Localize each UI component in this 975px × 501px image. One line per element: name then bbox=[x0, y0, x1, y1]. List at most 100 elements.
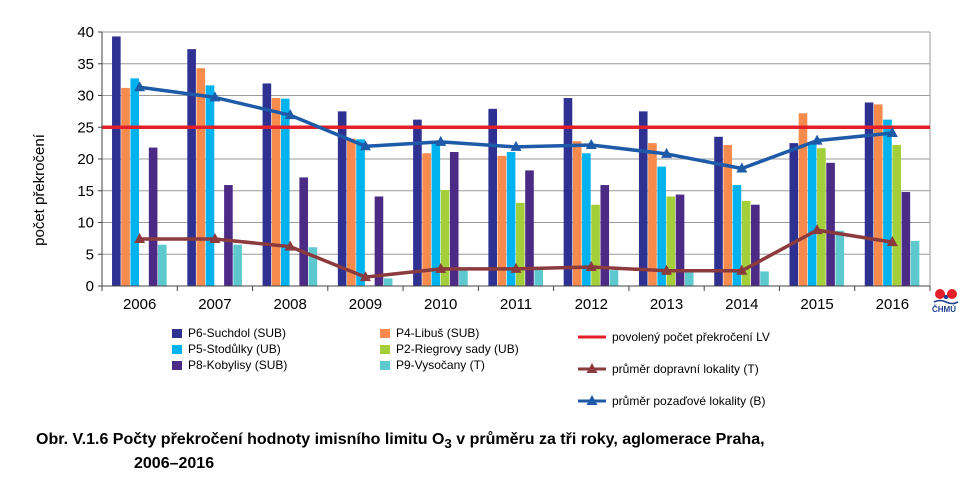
y-tick-label: 30 bbox=[77, 88, 94, 105]
bar-p9-vyso-any-t--2015 bbox=[835, 230, 845, 286]
bar-p8-kobylisy-sub--2015 bbox=[826, 162, 835, 286]
y-axis-label: počet překročení bbox=[31, 133, 48, 246]
legend-label: P8-Kobylisy (SUB) bbox=[188, 358, 288, 372]
marker-pr-m-r-dopravn-lokality-t--2010 bbox=[435, 262, 447, 273]
bar-p4-libu-sub--2011 bbox=[497, 155, 507, 286]
bar-p8-kobylisy-sub--2009 bbox=[374, 196, 384, 286]
bar-p8-kobylisy-sub--2013 bbox=[675, 194, 685, 286]
bar-p4-libu-sub--2013 bbox=[648, 143, 657, 286]
y-tick-label: 35 bbox=[77, 56, 94, 73]
legend-label: P6-Suchdol (SUB) bbox=[188, 326, 287, 340]
x-tick-label: 2014 bbox=[725, 296, 758, 313]
x-tick-label: 2016 bbox=[876, 296, 909, 313]
y-tick-label: 10 bbox=[77, 215, 94, 232]
bar-p6-suchdol-sub--2008 bbox=[262, 83, 272, 286]
marker-pr-m-r-dopravn-lokality-t--2009 bbox=[359, 271, 371, 282]
bar-p4-libu-sub--2012 bbox=[572, 141, 582, 286]
x-tick-label: 2013 bbox=[650, 296, 683, 313]
legend-label: průměr pozaďové lokality (B) bbox=[612, 394, 766, 408]
bar-p9-vyso-any-t--2016 bbox=[910, 240, 920, 286]
series-lines bbox=[102, 81, 930, 282]
bar-p6-suchdol-sub--2011 bbox=[488, 108, 497, 287]
marker-pr-m-r-dopravn-lokality-t--2008 bbox=[284, 240, 296, 251]
bar-p6-suchdol-sub--2014 bbox=[714, 136, 723, 286]
bar-p5-stod-lky-ub--2012 bbox=[582, 153, 591, 286]
bar-p5-stod-lky-ub--2011 bbox=[506, 152, 516, 286]
legend-label: P9-Vysočany (T) bbox=[396, 358, 485, 372]
legend-line-swatch bbox=[578, 363, 606, 373]
bar-p5-stod-lky-ub--2015 bbox=[807, 144, 817, 286]
bar-p4-libu-sub--2014 bbox=[723, 145, 733, 286]
marker-pr-m-r-dopravn-lokality-t--2015 bbox=[811, 224, 823, 235]
bar-p9-vyso-any-t--2007 bbox=[233, 244, 242, 286]
bar-p8-kobylisy-sub--2006 bbox=[148, 147, 158, 286]
bar-p4-libu-sub--2010 bbox=[422, 153, 431, 286]
chart: 0 5 10 15 20 25 30 35 40 2006 2007 2008 2009 2010 2011… bbox=[31, 24, 931, 313]
bar-p9-vyso-any-t--2014 bbox=[760, 271, 769, 286]
legend-swatch bbox=[380, 329, 390, 338]
marker-pr-m-r-poza-ov-lokality-b--2010 bbox=[435, 135, 447, 146]
bar-p6-suchdol-sub--2006 bbox=[112, 36, 121, 286]
x-tick-label: 2009 bbox=[349, 296, 382, 313]
legend-swatch bbox=[172, 361, 182, 370]
bar-p5-stod-lky-ub--2016 bbox=[883, 119, 892, 286]
y-tick-label: 40 bbox=[77, 24, 94, 41]
bar-p9-vyso-any-t--2009 bbox=[383, 278, 393, 286]
bar-p6-suchdol-sub--2009 bbox=[337, 111, 347, 286]
marker-pr-m-r-poza-ov-lokality-b--2009 bbox=[359, 140, 371, 151]
bar-p6-suchdol-sub--2013 bbox=[638, 111, 648, 286]
bar-p6-suchdol-sub--2012 bbox=[563, 98, 573, 286]
marker-pr-m-r-dopravn-lokality-t--2013 bbox=[661, 264, 673, 275]
bar-p5-stod-lky-ub--2008 bbox=[280, 98, 290, 286]
legend-label: P4-Libuš (SUB) bbox=[396, 326, 480, 340]
figure-caption: Obr. V.1.6 Počty překročení hodnoty imis… bbox=[36, 430, 765, 474]
bar-p9-vyso-any-t--2010 bbox=[459, 269, 468, 286]
caption-subscript: 3 bbox=[444, 436, 452, 452]
x-tick-label: 2015 bbox=[800, 296, 833, 313]
marker-pr-m-r-poza-ov-lokality-b--2008 bbox=[284, 109, 296, 120]
marker-pr-m-r-poza-ov-lokality-b--2007 bbox=[209, 91, 221, 102]
bar-p5-stod-lky-ub--2013 bbox=[657, 166, 666, 286]
bar-p4-libu-sub--2009 bbox=[347, 138, 356, 286]
bar-p4-libu-sub--2007 bbox=[196, 68, 206, 286]
bar-p8-kobylisy-sub--2016 bbox=[901, 192, 911, 286]
bar-p5-stod-lky-ub--2010 bbox=[431, 143, 441, 286]
marker-pr-m-r-dopravn-lokality-t--2007 bbox=[209, 233, 221, 244]
caption-line2: 2006–2016 bbox=[134, 455, 215, 473]
bar-p4-libu-sub--2008 bbox=[271, 98, 281, 286]
bar-p2-riegrovy-sady-ub--2014 bbox=[741, 200, 751, 286]
caption-line1-suffix: v průměru za tři roky, aglomerace Praha, bbox=[451, 431, 765, 448]
axes: 0 5 10 15 20 25 30 35 40 2006 2007 2008 2009 2010 2011… bbox=[77, 24, 931, 313]
bar-p5-stod-lky-ub--2006 bbox=[130, 78, 140, 286]
logo-text: ČHMÚ bbox=[932, 305, 956, 314]
y-tick-label: 5 bbox=[86, 246, 94, 263]
marker-pr-m-r-dopravn-lokality-t--2006 bbox=[134, 233, 146, 244]
x-tick-label: 2007 bbox=[198, 296, 231, 313]
bar-p9-vyso-any-t--2006 bbox=[158, 244, 167, 286]
bar-p4-libu-sub--2006 bbox=[121, 87, 130, 286]
marker-pr-m-r-poza-ov-lokality-b--2011 bbox=[510, 140, 522, 151]
y-tick-label: 0 bbox=[86, 278, 94, 295]
bar-p2-riegrovy-sady-ub--2013 bbox=[666, 196, 676, 286]
chmu-logo-icon bbox=[933, 289, 959, 305]
marker-pr-m-r-dopravn-lokality-t--2016 bbox=[886, 236, 898, 247]
legend-label: povolený počet překročení LV bbox=[612, 330, 770, 344]
x-tick-label: 2011 bbox=[500, 296, 532, 313]
marker-pr-m-r-poza-ov-lokality-b--2012 bbox=[585, 139, 597, 150]
bar-p4-libu-sub--2016 bbox=[873, 104, 883, 286]
bar-p5-stod-lky-ub--2014 bbox=[732, 185, 742, 286]
bar-p2-riegrovy-sady-ub--2016 bbox=[892, 145, 901, 286]
bar-p2-riegrovy-sady-ub--2011 bbox=[516, 202, 525, 286]
marker-pr-m-r-dopravn-lokality-t--2012 bbox=[585, 260, 597, 271]
bar-p9-vyso-any-t--2013 bbox=[684, 271, 694, 286]
caption-line1-prefix: Obr. V.1.6 Počty překročení hodnoty imis… bbox=[36, 431, 445, 448]
bar-p9-vyso-any-t--2011 bbox=[534, 269, 543, 286]
bar-p2-riegrovy-sady-ub--2015 bbox=[817, 148, 826, 286]
bar-p6-suchdol-sub--2015 bbox=[789, 143, 799, 286]
bar-p8-kobylisy-sub--2012 bbox=[600, 185, 610, 286]
bar-p9-vyso-any-t--2008 bbox=[308, 247, 318, 286]
legend-label: P5-Stodůlky (UB) bbox=[188, 342, 281, 356]
legend-line-swatch bbox=[578, 395, 606, 405]
bar-p8-kobylisy-sub--2014 bbox=[751, 204, 760, 286]
marker-pr-m-r-poza-ov-lokality-b--2014 bbox=[736, 162, 748, 173]
